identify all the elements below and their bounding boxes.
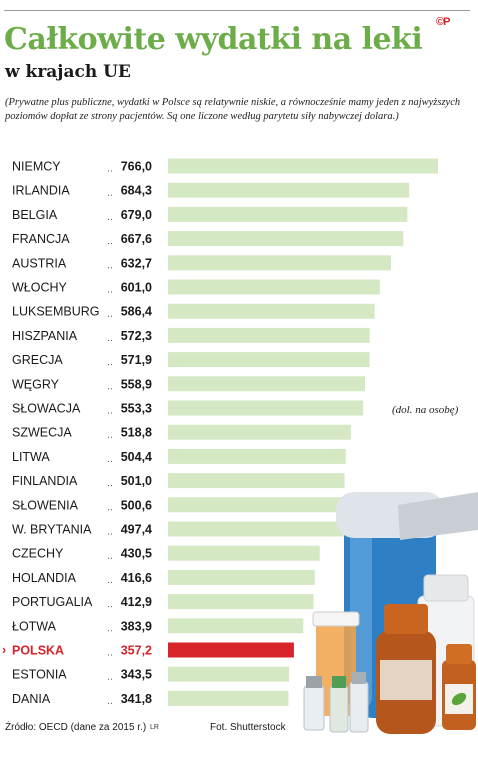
- value-label-16: 430,5: [121, 547, 152, 561]
- bar-12: [168, 448, 346, 464]
- value-label-15: 497,4: [121, 523, 152, 537]
- category-label-10: SŁOWACJA: [12, 402, 81, 416]
- bar-6: [168, 303, 375, 319]
- vial-2: [329, 685, 349, 733]
- category-label-5: WŁOCHY: [12, 281, 68, 295]
- value-label-22: 341,8: [121, 692, 152, 706]
- photo-credit: Fot. Shutterstock: [210, 722, 286, 733]
- category-label-6: LUKSEMBURG: [12, 305, 100, 319]
- value-label-0: 766,0: [121, 160, 152, 174]
- bar-7: [168, 327, 370, 343]
- value-label-2: 679,0: [121, 208, 152, 222]
- vial-1-cap: [306, 676, 322, 688]
- value-label-19: 383,9: [121, 619, 152, 633]
- bar-13: [168, 473, 345, 489]
- inhaler-mouthpiece: [398, 492, 478, 540]
- value-label-13: 501,0: [121, 474, 152, 488]
- category-label-8: GRECJA: [12, 353, 63, 367]
- bar-9: [168, 376, 366, 392]
- bar-1: [168, 182, 410, 198]
- value-label-9: 558,9: [121, 377, 152, 391]
- value-label-6: 586,4: [121, 305, 152, 319]
- amber-bottle-label: [380, 660, 432, 700]
- category-label-18: PORTUGALIA: [12, 595, 93, 609]
- bar-21: [168, 666, 290, 682]
- value-label-21: 343,5: [121, 668, 152, 682]
- bar-4: [168, 255, 392, 271]
- bar-11: [168, 424, 351, 440]
- vial-3: [349, 681, 369, 733]
- bar-18: [168, 594, 314, 610]
- vial-1: [303, 685, 325, 731]
- category-label-15: W. BRYTANIA: [12, 523, 92, 537]
- category-label-13: FINLANDIA: [12, 474, 78, 488]
- bar-2: [168, 206, 408, 222]
- value-label-4: 632,7: [121, 256, 152, 270]
- bar-3: [168, 231, 404, 247]
- category-label-17: HOLANDIA: [12, 571, 77, 585]
- chart-subtitle: w krajach UE: [5, 62, 131, 82]
- orange-bottle-cap: [312, 611, 360, 627]
- unit-note: (dol. na osobę): [392, 404, 459, 416]
- brand-logo: ©P: [436, 16, 450, 28]
- chart-title: Całkowite wydatki na leki: [4, 22, 423, 57]
- leaf-icon: [451, 692, 467, 706]
- bar-16: [168, 545, 320, 561]
- value-label-20: 357,2: [121, 644, 152, 658]
- white-bottle-cap: [423, 574, 469, 602]
- small-amber-neck: [446, 644, 472, 664]
- chart-description: (Prywatne plus publiczne, wydatki w Pols…: [5, 97, 461, 122]
- bar-19: [168, 618, 304, 634]
- category-label-14: SŁOWENIA: [12, 498, 79, 512]
- value-label-8: 571,9: [121, 353, 152, 367]
- highlight-marker: ›: [2, 643, 6, 657]
- value-label-7: 572,3: [121, 329, 152, 343]
- bar-14: [168, 497, 345, 513]
- value-label-10: 553,3: [121, 402, 152, 416]
- author-initials: LR: [150, 724, 159, 731]
- category-label-7: HISZPANIA: [12, 329, 78, 343]
- category-label-19: ŁOTWA: [12, 619, 57, 633]
- value-label-11: 518,8: [121, 426, 152, 440]
- vial-3-cap: [352, 672, 366, 684]
- category-label-22: DANIA: [12, 692, 51, 706]
- category-label-21: ESTONIA: [12, 668, 67, 682]
- bar-22: [168, 690, 289, 706]
- category-label-12: LITWA: [12, 450, 50, 464]
- value-label-3: 667,6: [121, 232, 152, 246]
- value-label-12: 504,4: [121, 450, 152, 464]
- bar-17: [168, 569, 315, 585]
- bar-8: [168, 352, 370, 368]
- category-label-4: AUSTRIA: [12, 256, 67, 270]
- category-label-1: IRLANDIA: [12, 184, 70, 198]
- source-note: Źródło: OECD (dane za 2015 r.): [5, 722, 147, 733]
- bar-0: [168, 158, 438, 174]
- value-label-1: 684,3: [121, 184, 152, 198]
- bar-15: [168, 521, 344, 537]
- value-label-5: 601,0: [121, 281, 152, 295]
- value-label-14: 500,6: [121, 498, 152, 512]
- category-label-11: SZWECJA: [12, 426, 72, 440]
- value-label-18: 412,9: [121, 595, 152, 609]
- category-label-16: CZECHY: [12, 547, 64, 561]
- vial-2-cap: [332, 676, 346, 688]
- bar-20: [168, 642, 294, 658]
- category-label-20: POLSKA: [12, 644, 64, 658]
- category-label-0: NIEMCY: [12, 160, 61, 174]
- amber-bottle-neck: [384, 604, 428, 634]
- bar-5: [168, 279, 380, 295]
- value-label-17: 416,6: [121, 571, 152, 585]
- category-label-3: FRANCJA: [12, 232, 70, 246]
- bar-10: [168, 400, 364, 416]
- category-label-2: BELGIA: [12, 208, 58, 222]
- category-label-9: WĘGRY: [12, 377, 60, 391]
- top-rule: [4, 10, 470, 11]
